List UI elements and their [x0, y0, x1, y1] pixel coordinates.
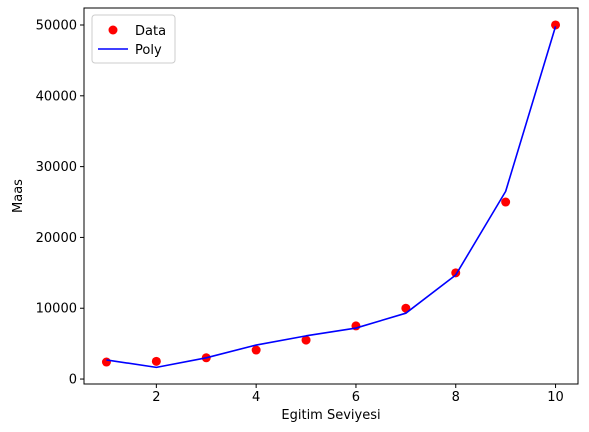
legend-label-poly: Poly	[135, 43, 162, 58]
x-axis-ticks: 2 4 6 8 10	[152, 384, 564, 405]
x-tick-label: 8	[452, 390, 460, 405]
data-point	[501, 197, 511, 207]
legend-label-data: Data	[135, 24, 166, 39]
x-tick-label: 10	[547, 390, 564, 405]
legend-marker-data	[108, 25, 118, 35]
plot-frame	[83, 7, 579, 385]
poly-line	[106, 26, 557, 369]
y-axis-label: Maas	[11, 179, 26, 213]
data-point	[301, 335, 311, 345]
legend: Data Poly	[91, 14, 176, 64]
data-point	[251, 345, 261, 355]
legend-box	[91, 14, 176, 64]
y-tick-label: 30000	[36, 160, 77, 175]
y-tick-label: 40000	[36, 89, 77, 104]
x-tick-label: 6	[352, 390, 360, 405]
y-axis-ticks: 0 10000 20000 30000 40000 50000	[36, 18, 84, 388]
y-tick-label: 0	[69, 373, 77, 388]
x-axis-label: Egitim Seviyesi	[281, 408, 380, 423]
data-point	[101, 357, 111, 367]
y-tick-label: 10000	[36, 302, 77, 317]
data-point	[551, 20, 561, 30]
data-point	[151, 356, 161, 366]
x-tick-label: 2	[152, 390, 160, 405]
plot-content	[101, 20, 561, 369]
x-tick-label: 4	[252, 390, 260, 405]
y-tick-label: 50000	[36, 18, 77, 33]
y-tick-label: 20000	[36, 231, 77, 246]
